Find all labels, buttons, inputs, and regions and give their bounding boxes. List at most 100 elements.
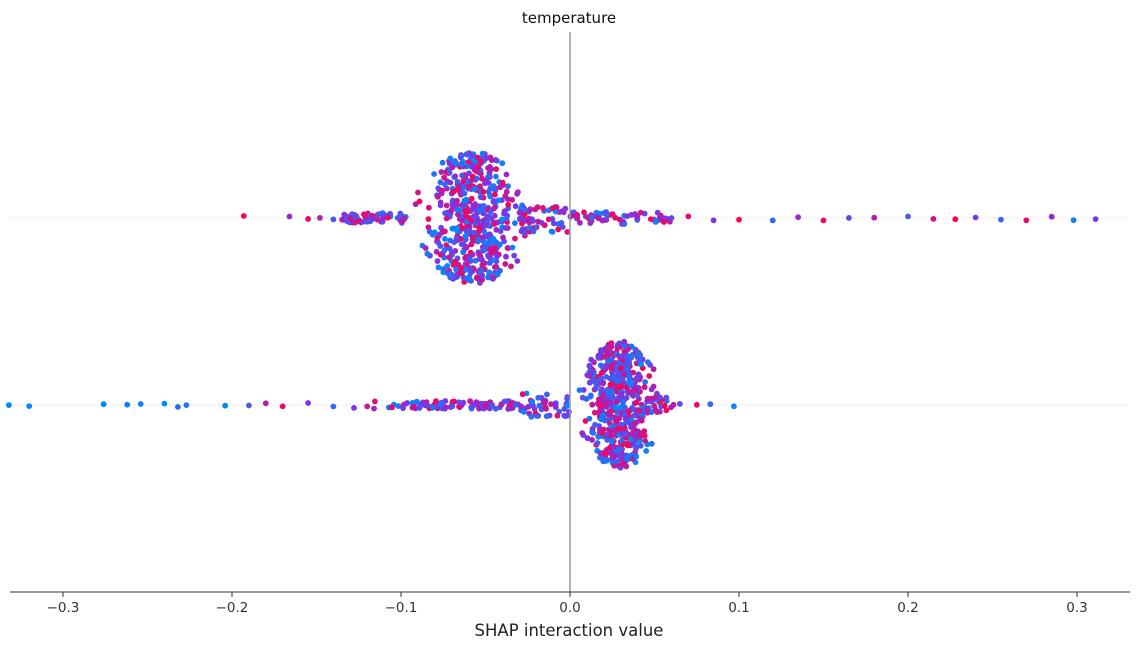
data-point: [736, 216, 742, 223]
data-point: [549, 216, 556, 222]
data-point: [596, 402, 603, 409]
data-point: [582, 418, 589, 424]
data-point: [594, 382, 600, 389]
data-point: [621, 411, 628, 418]
data-point: [463, 208, 470, 215]
data-point: [638, 361, 644, 368]
data-point: [469, 206, 476, 213]
data-point: [442, 228, 448, 235]
data-point: [609, 422, 615, 429]
data-point: [769, 217, 776, 224]
data-point: [416, 405, 423, 411]
data-point: [481, 266, 488, 273]
data-point: [362, 213, 369, 220]
data-point: [603, 457, 610, 464]
data-point: [588, 214, 595, 221]
data-point: [493, 226, 500, 233]
data-point: [467, 398, 473, 404]
data-point: [509, 244, 516, 251]
data-point: [449, 403, 456, 410]
data-point: [525, 225, 532, 231]
data-point: [540, 205, 546, 211]
data-point: [464, 151, 470, 158]
data-point: [503, 215, 510, 222]
data-point: [480, 188, 487, 195]
data-point: [487, 193, 494, 200]
data-point: [460, 249, 467, 256]
data-point: [431, 171, 437, 177]
data-point: [596, 215, 602, 222]
data-point: [479, 276, 485, 283]
data-point: [438, 224, 444, 231]
data-point: [592, 421, 598, 428]
data-point: [512, 203, 519, 210]
data-point: [473, 275, 480, 281]
data-point: [479, 272, 485, 279]
data-point: [617, 377, 624, 384]
data-point: [518, 403, 524, 410]
data-point: [444, 263, 451, 269]
data-point: [505, 406, 512, 412]
data-point: [650, 383, 657, 390]
data-point: [370, 215, 377, 222]
data-point: [574, 215, 581, 221]
data-point: [441, 174, 447, 181]
data-point: [397, 217, 404, 224]
data-point: [443, 202, 450, 209]
data-point: [795, 214, 801, 221]
data-point: [492, 157, 499, 163]
data-point: [449, 249, 455, 256]
data-point: [654, 209, 661, 216]
data-point: [425, 216, 432, 223]
data-point: [636, 430, 643, 436]
data-point: [222, 402, 229, 409]
data-point: [477, 183, 483, 190]
data-point: [502, 225, 509, 231]
data-point: [388, 404, 395, 410]
data-point: [26, 403, 33, 409]
data-point: [608, 432, 615, 439]
data-point: [600, 426, 607, 433]
data-point: [604, 437, 611, 443]
data-point: [624, 213, 630, 220]
data-point: [1070, 217, 1077, 224]
data-point: [635, 371, 642, 378]
data-point: [485, 174, 491, 180]
data-point: [494, 253, 500, 260]
data-point: [501, 210, 508, 217]
data-point: [459, 218, 466, 224]
data-point: [481, 239, 488, 246]
data-point: [1023, 217, 1030, 224]
data-point: [468, 278, 474, 284]
data-point: [598, 376, 604, 382]
data-point: [411, 403, 417, 410]
data-point: [508, 399, 515, 406]
data-point: [453, 227, 460, 234]
data-point: [512, 235, 518, 242]
data-point: [435, 264, 442, 271]
data-point: [497, 267, 503, 274]
data-point: [5, 402, 12, 408]
data-point: [543, 413, 550, 420]
data-point: [440, 269, 447, 276]
data-point: [627, 381, 634, 388]
data-point: [625, 346, 632, 352]
data-point: [458, 241, 465, 248]
x-tick-label: 0.2: [897, 600, 918, 616]
data-point: [450, 188, 457, 195]
data-point: [416, 198, 423, 205]
data-point: [488, 402, 495, 409]
data-point: [474, 218, 481, 224]
data-point: [424, 250, 431, 257]
data-point: [490, 198, 497, 204]
data-point: [403, 400, 410, 407]
data-point: [482, 233, 489, 240]
data-point: [618, 384, 624, 390]
data-point: [240, 213, 247, 219]
data-point: [429, 231, 436, 238]
data-point: [591, 409, 598, 416]
data-point: [871, 214, 878, 221]
data-point: [434, 235, 441, 241]
data-point: [485, 274, 491, 281]
data-point: [555, 221, 562, 227]
